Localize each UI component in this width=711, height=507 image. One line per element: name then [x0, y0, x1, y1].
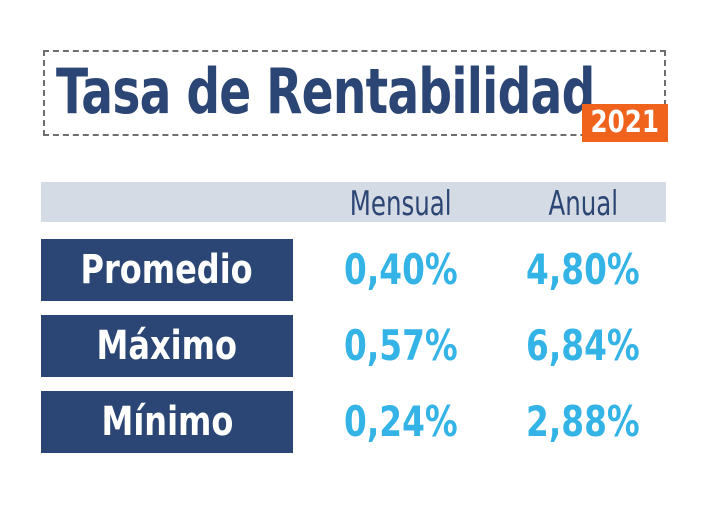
- value-text: 4,80%: [526, 245, 640, 294]
- title-frame: [43, 50, 666, 136]
- value-minimo-mensual: 0,24%: [316, 391, 486, 453]
- value-promedio-anual: 4,80%: [500, 239, 666, 301]
- value-text: 0,57%: [344, 321, 458, 370]
- row-label-text: Máximo: [96, 323, 238, 369]
- year-badge: 2021: [582, 104, 668, 142]
- year-badge-label: 2021: [590, 105, 660, 140]
- value-minimo-anual: 2,88%: [500, 391, 666, 453]
- column-header-anual: Anual: [500, 182, 666, 224]
- value-text: 0,24%: [344, 397, 458, 446]
- value-text: 0,40%: [344, 245, 458, 294]
- row-label-text: Mínimo: [101, 399, 233, 445]
- row-label-promedio: Promedio: [41, 239, 293, 301]
- page-title: Tasa de Rentabilidad: [56, 55, 595, 128]
- value-maximo-mensual: 0,57%: [316, 315, 486, 377]
- row-label-text: Promedio: [80, 247, 254, 293]
- column-header-anual-label: Anual: [548, 184, 618, 224]
- value-maximo-anual: 6,84%: [500, 315, 666, 377]
- column-header-mensual-label: Mensual: [350, 184, 452, 224]
- value-text: 6,84%: [526, 321, 640, 370]
- column-header-mensual: Mensual: [316, 182, 486, 224]
- value-text: 2,88%: [526, 397, 640, 446]
- row-label-minimo: Mínimo: [41, 391, 293, 453]
- table-header-band: [41, 182, 666, 222]
- row-label-maximo: Máximo: [41, 315, 293, 377]
- value-promedio-mensual: 0,40%: [316, 239, 486, 301]
